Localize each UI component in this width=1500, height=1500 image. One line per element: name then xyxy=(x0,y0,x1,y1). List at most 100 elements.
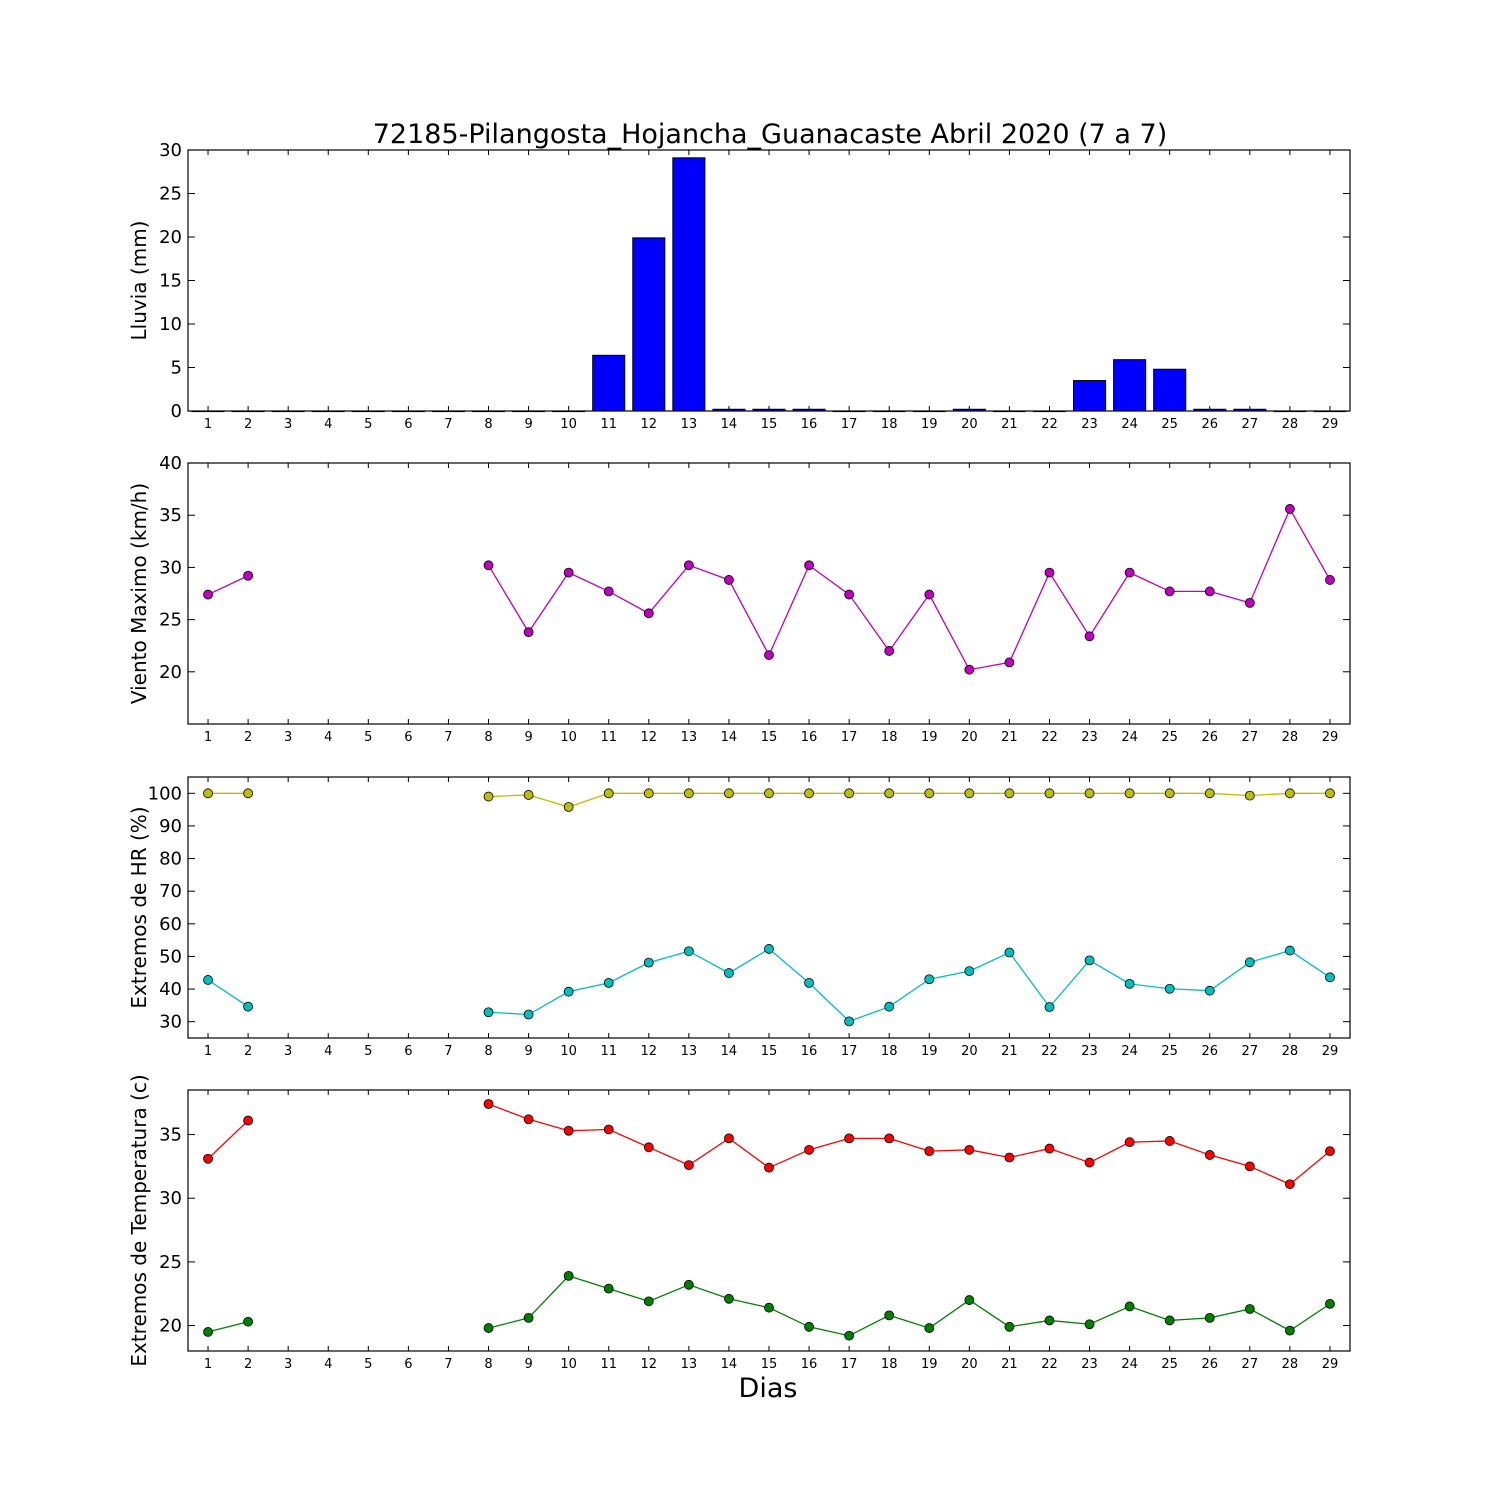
series-1-point-day-27 xyxy=(1244,790,1255,801)
y-tick-label: 20 xyxy=(159,1316,182,1337)
x-tick-label: 7 xyxy=(444,417,452,432)
bar-day-13 xyxy=(672,157,706,412)
series-1-point-day-25 xyxy=(1164,788,1175,799)
x-tick-label: 19 xyxy=(921,417,938,432)
y-tick-label: 15 xyxy=(159,271,182,292)
series-1-point-day-2 xyxy=(243,1115,254,1126)
x-tick-label: 20 xyxy=(961,1357,978,1372)
series-2-point-day-13 xyxy=(683,946,694,957)
x-tick-label: 21 xyxy=(1001,1357,1018,1372)
series-2-point-day-29 xyxy=(1325,1298,1335,1309)
series-2-line xyxy=(488,948,1331,1023)
x-tick-label: 13 xyxy=(681,1357,698,1372)
x-tick-label: 15 xyxy=(761,1044,778,1059)
series-1-point-day-16 xyxy=(804,560,814,571)
series-2-point-day-9 xyxy=(523,1312,534,1323)
x-tick-label: 2 xyxy=(244,1357,252,1372)
x-tick-label: 28 xyxy=(1282,417,1299,432)
x-tick-label: 26 xyxy=(1201,417,1218,432)
bar-day-24 xyxy=(1113,359,1147,412)
x-tick-label: 16 xyxy=(801,1357,818,1372)
x-tick-label: 27 xyxy=(1242,1044,1259,1059)
series-1-point-day-11 xyxy=(603,788,614,799)
y-axis-label: Lluvia (mm) xyxy=(127,221,151,341)
series-2-point-day-1 xyxy=(203,1327,213,1337)
x-tick-label: 2 xyxy=(244,417,252,432)
series-2-point-day-27 xyxy=(1244,1304,1255,1314)
x-tick-label: 19 xyxy=(921,1357,938,1372)
series-2-point-day-8 xyxy=(483,1007,494,1018)
series-2-point-day-20 xyxy=(964,966,975,977)
x-tick-label: 23 xyxy=(1081,730,1098,745)
y-tick-label: 30 xyxy=(159,1012,182,1033)
bar-day-7 xyxy=(431,410,465,413)
series-1-point-day-28 xyxy=(1284,788,1295,799)
series-1-point-day-16 xyxy=(804,1144,814,1155)
x-tick-label: 7 xyxy=(444,1357,452,1372)
x-tick-label: 4 xyxy=(324,1044,332,1059)
series-1-point-day-14 xyxy=(724,1133,734,1144)
series-1-point-day-19 xyxy=(924,589,935,600)
x-tick-label: 1 xyxy=(204,1357,212,1372)
x-tick-label: 4 xyxy=(324,1357,332,1372)
series-1-point-day-2 xyxy=(243,788,254,799)
series-2-point-day-17 xyxy=(844,1330,855,1341)
series-1-point-day-1 xyxy=(203,788,213,799)
series-1-point-day-11 xyxy=(603,586,614,597)
series-2-point-day-16 xyxy=(804,1321,814,1332)
series-1-point-day-9 xyxy=(523,627,534,638)
x-tick-label: 29 xyxy=(1322,1044,1339,1059)
x-tick-label: 9 xyxy=(524,730,532,745)
x-tick-label: 8 xyxy=(484,730,492,745)
series-1-point-day-29 xyxy=(1325,788,1335,799)
series-2-point-day-29 xyxy=(1325,972,1335,983)
y-axis-label: Extremos de Temperatura (c) xyxy=(127,1074,151,1366)
series-1-point-day-10 xyxy=(563,567,574,578)
series-1-point-day-10 xyxy=(563,802,574,812)
x-tick-label: 2 xyxy=(244,1044,252,1059)
y-tick-label: 25 xyxy=(159,610,182,631)
x-tick-label: 25 xyxy=(1161,1357,1178,1372)
series-1-point-day-28 xyxy=(1284,1179,1295,1190)
x-tick-label: 8 xyxy=(484,1044,492,1059)
y-tick-label: 20 xyxy=(159,227,182,248)
y-tick-label: 50 xyxy=(159,946,182,967)
series-1-point-day-22 xyxy=(1044,788,1055,799)
x-tick-label: 7 xyxy=(444,1044,452,1059)
x-tick-label: 17 xyxy=(841,730,858,745)
x-tick-label: 26 xyxy=(1201,1357,1218,1372)
series-2-point-day-11 xyxy=(603,977,614,988)
y-tick-label: 20 xyxy=(159,662,182,683)
bar-day-28 xyxy=(1273,410,1307,413)
x-tick-label: 5 xyxy=(364,730,372,745)
x-tick-label: 24 xyxy=(1121,417,1138,432)
series-2-line xyxy=(207,979,249,1008)
x-tick-label: 17 xyxy=(841,1044,858,1059)
series-1-point-day-25 xyxy=(1164,586,1175,597)
x-tick-label: 14 xyxy=(721,417,738,432)
x-tick-label: 17 xyxy=(841,417,858,432)
series-2-point-day-2 xyxy=(243,1316,254,1327)
series-2-point-day-14 xyxy=(724,1293,734,1304)
series-1-point-day-15 xyxy=(764,650,774,660)
series-1-point-day-22 xyxy=(1044,1143,1055,1154)
x-tick-label: 25 xyxy=(1161,1044,1178,1059)
x-tick-label: 4 xyxy=(324,730,332,745)
series-1-point-day-8 xyxy=(483,1099,494,1109)
series-1-point-day-25 xyxy=(1164,1136,1175,1146)
x-tick-label: 21 xyxy=(1001,730,1018,745)
series-1-point-day-11 xyxy=(603,1124,614,1135)
series-2-line xyxy=(207,1321,249,1333)
series-2-point-day-17 xyxy=(844,1016,855,1027)
bar-day-2 xyxy=(231,410,265,413)
bar-day-4 xyxy=(311,410,345,413)
x-tick-label: 23 xyxy=(1081,1044,1098,1059)
series-2-point-day-16 xyxy=(804,977,814,988)
series-1-point-day-22 xyxy=(1044,567,1055,578)
x-tick-label: 3 xyxy=(284,1044,292,1059)
x-tick-label: 7 xyxy=(444,730,452,745)
series-2-point-day-22 xyxy=(1044,1315,1055,1326)
bar-day-9 xyxy=(512,410,546,413)
y-tick-label: 70 xyxy=(159,881,182,902)
y-tick-label: 60 xyxy=(159,914,182,935)
